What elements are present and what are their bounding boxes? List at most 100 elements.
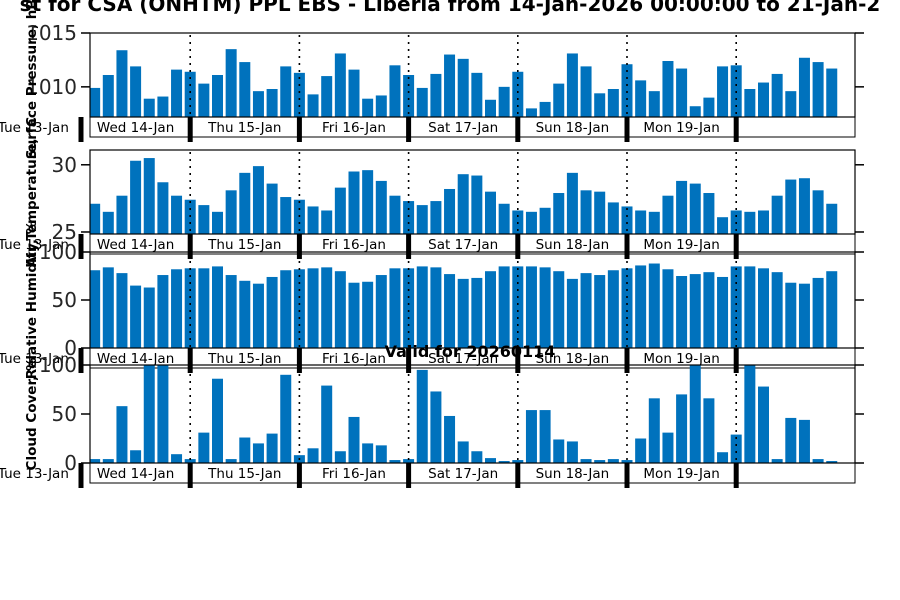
bar [266, 183, 278, 234]
bar [403, 201, 415, 234]
day-boundary-tick [187, 463, 193, 488]
bar [607, 270, 619, 348]
cloud-cover-bars [90, 365, 838, 463]
bar [826, 68, 838, 117]
day-boundary-tick [406, 117, 412, 142]
day-label: Sun 18-Jan [536, 120, 610, 136]
bar [239, 437, 251, 463]
bar [485, 271, 496, 348]
bar [212, 378, 223, 463]
day-boundary-tick [733, 117, 739, 142]
bar [116, 50, 128, 117]
day-label: Wed 14-Jan [97, 237, 174, 253]
day-label: Wed 14-Jan [97, 466, 174, 482]
bar [280, 66, 292, 117]
bar [212, 211, 223, 234]
bar [785, 282, 797, 348]
bar [703, 272, 715, 348]
bar [744, 89, 756, 117]
bar [416, 205, 428, 234]
bar [621, 460, 633, 463]
bar [334, 451, 346, 463]
bar [676, 68, 688, 117]
bar [676, 394, 688, 463]
bar [635, 438, 647, 463]
bar [143, 365, 155, 463]
bar [157, 182, 169, 234]
bar [594, 191, 606, 234]
bar [321, 267, 333, 348]
bar [553, 271, 565, 348]
bar [471, 277, 483, 348]
bar [416, 87, 428, 117]
bar [471, 175, 483, 234]
bar [143, 98, 155, 117]
bar [607, 89, 619, 117]
day-label: Fri 16-Jan [322, 237, 386, 253]
bar [553, 439, 565, 463]
bar [798, 283, 810, 348]
day-boundary-tick [733, 463, 739, 488]
bar [457, 58, 469, 117]
bar [662, 432, 674, 463]
bar [703, 398, 715, 463]
bar [130, 66, 142, 117]
bar [648, 398, 660, 463]
bar [689, 183, 701, 234]
bar [621, 206, 633, 234]
day-label-strip [89, 462, 856, 484]
day-boundary-tick [406, 348, 412, 373]
bar [130, 450, 142, 463]
bar [676, 276, 688, 348]
bar [566, 172, 578, 234]
day-label: Sun 18-Jan [536, 351, 610, 367]
relative-humidity-bars [90, 263, 838, 348]
bar [212, 75, 223, 117]
bar [375, 275, 387, 348]
day-boundary-tick [515, 117, 521, 142]
bar [498, 461, 510, 463]
day-label: Thu 15-Jan [207, 237, 281, 253]
day-label: Thu 15-Jan [207, 120, 281, 136]
bar [444, 188, 456, 234]
bar [525, 266, 537, 348]
bar [90, 459, 101, 463]
bar [293, 269, 305, 348]
bar [553, 193, 565, 234]
bar [416, 369, 428, 463]
bar [566, 278, 578, 348]
bar [280, 197, 292, 234]
bar [430, 73, 442, 117]
bar [621, 64, 633, 117]
bar [812, 190, 824, 234]
bar [102, 75, 114, 117]
bar [375, 180, 387, 234]
bar [648, 263, 660, 348]
bar [90, 203, 101, 234]
bar [730, 266, 742, 348]
day-boundary-tick [296, 117, 302, 142]
bar [90, 87, 101, 117]
bar [662, 195, 674, 234]
day-label: Thu 15-Jan [207, 466, 281, 482]
bar [157, 365, 169, 463]
day-label: Thu 15-Jan [207, 351, 281, 367]
bar [198, 205, 210, 234]
day-boundary-tick [406, 463, 412, 488]
y-tick-label: 25 [52, 220, 77, 244]
bar [225, 49, 237, 117]
day-label: Sun 18-Jan [536, 466, 610, 482]
bar [485, 99, 496, 117]
bar [239, 62, 251, 117]
day-boundary-tick [515, 463, 521, 488]
y-tick-label: 1015 [26, 21, 77, 45]
bar [403, 268, 415, 348]
bar [744, 211, 756, 234]
bar [758, 386, 769, 463]
bar [498, 203, 510, 234]
bar [648, 91, 660, 117]
bar [171, 454, 183, 463]
bar [826, 203, 838, 234]
bar [348, 282, 360, 348]
surface-pressure-ylabel: Surface Pressure, hPa [24, 0, 40, 159]
